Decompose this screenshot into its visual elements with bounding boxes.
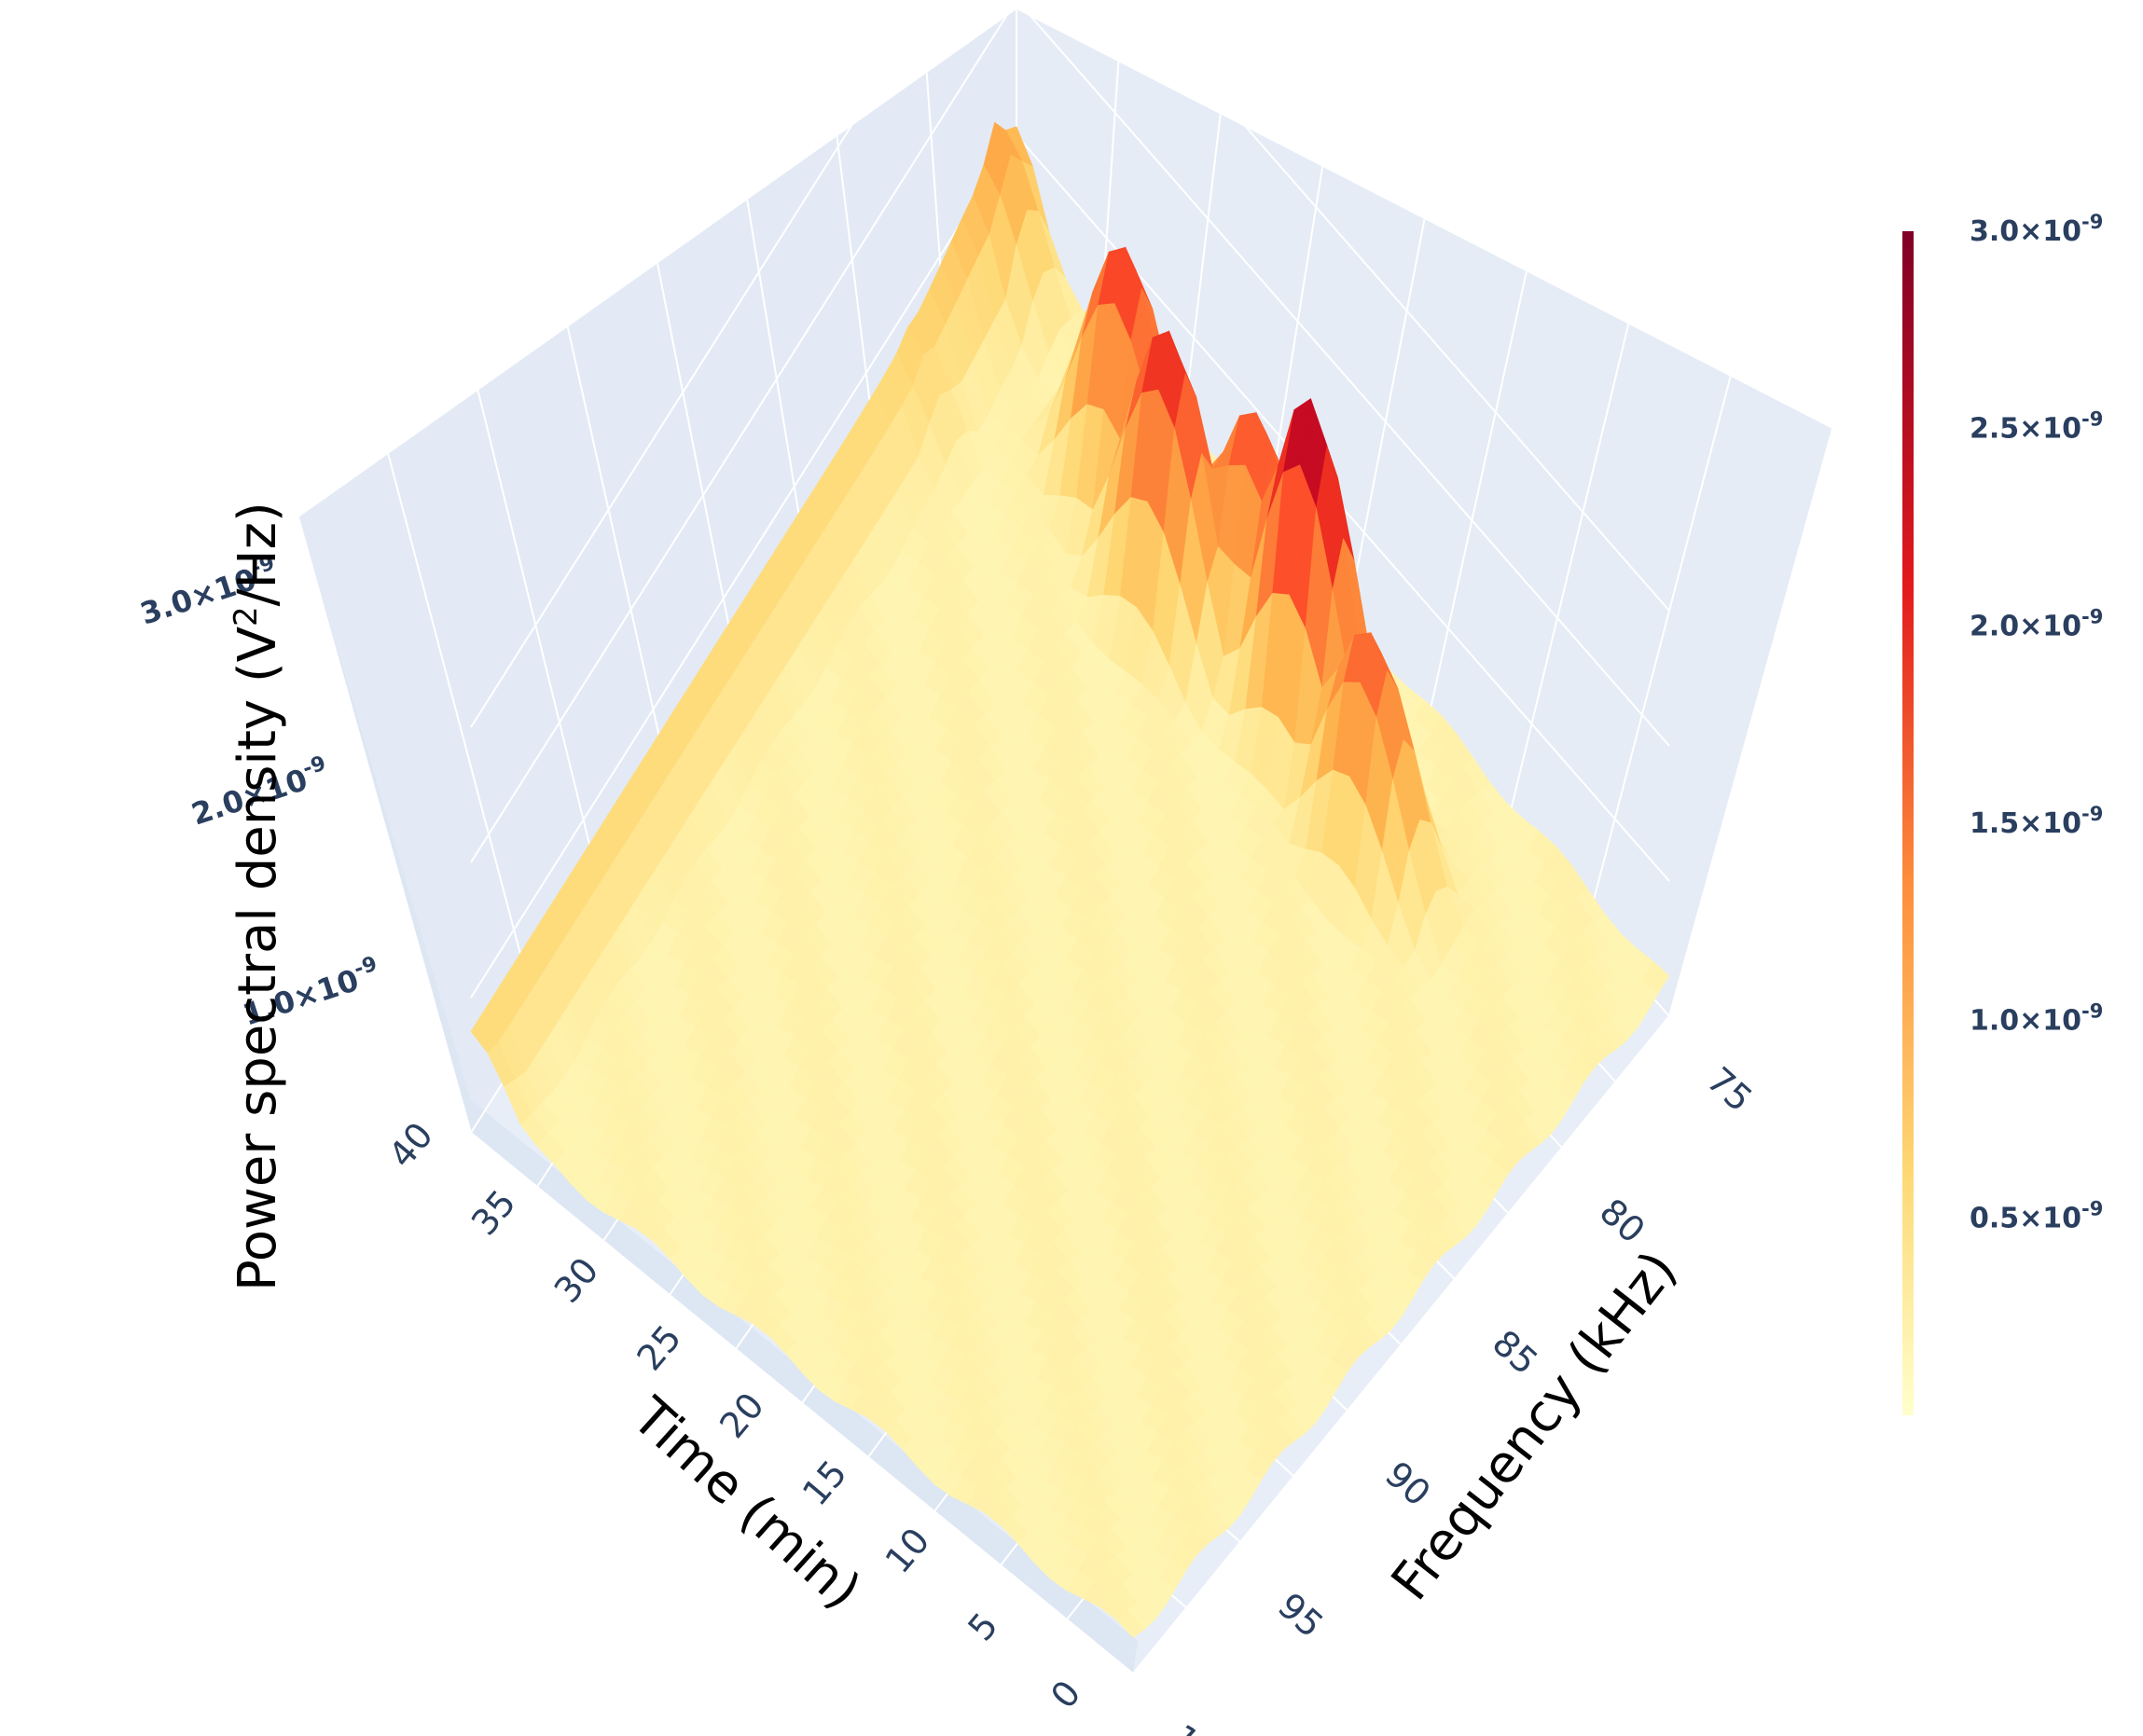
colorbar-tick-label: 0.5×10-9: [1970, 1197, 2103, 1234]
grid-line-wall: [1505, 324, 1630, 831]
time-tick-label: 0: [1043, 1673, 1088, 1716]
grid-line-psd: [1133, 0, 1670, 612]
psd-axis-title-main: Power spectral density (V: [228, 627, 288, 1291]
time-tick-label: 15: [795, 1453, 855, 1513]
front-left-wall: [298, 517, 1138, 1674]
psd-axis-title-end: /Hz): [228, 502, 288, 606]
grid-line-wall: [1586, 376, 1732, 924]
time-tick-label: 25: [629, 1317, 689, 1378]
grid-line-time: [1132, 1015, 1670, 1674]
grid-line-wall: [566, 326, 677, 810]
frequency-tick-label: 75: [1699, 1059, 1760, 1120]
psd-axis-title: Power spectral density (V2/Hz): [228, 502, 288, 1291]
time-tick-label: 40: [380, 1114, 441, 1175]
grid-line-psd: [470, 0, 1017, 863]
colorbar-tick-label: 2.0×10-9: [1970, 605, 2103, 642]
grid-line-psd: [1016, 0, 1670, 747]
frequency-tick-label: 100: [1163, 1716, 1240, 1736]
colorbar-tick-label: 2.5×10-9: [1970, 408, 2103, 446]
time-tick-label: 35: [463, 1182, 524, 1243]
grid-line-wall: [477, 390, 609, 917]
time-tick-label: 5: [960, 1605, 1005, 1648]
time-tick-label: 20: [712, 1385, 772, 1445]
colorbar-tick-label: 1.5×10-9: [1970, 803, 2103, 840]
colorbar-ticks: 3.0×10-9 2.5×10-9 2.0×10-9 1.5×10-9 1.0×10-9…: [1970, 211, 2103, 1234]
grid-line-wall: [1668, 428, 1833, 1017]
frequency-tick-label: 80: [1592, 1191, 1652, 1251]
psd-surface: [470, 121, 1670, 1638]
grid-line-wall: [297, 517, 472, 1134]
surface-patch: [1115, 1609, 1144, 1638]
grid-line-psd: [470, 134, 1017, 999]
colorbar-tick-label: 1.0×10-9: [1970, 1000, 2103, 1038]
time-tick-label: 30: [546, 1249, 607, 1310]
time-tick-label: 10: [878, 1520, 938, 1580]
colorbar-tick-label: 3.0×10-9: [1970, 211, 2103, 248]
psd-axis-title-sup: 2: [228, 606, 265, 627]
grid-line-psd: [470, 0, 933, 728]
grid-line-wall: [1423, 271, 1528, 737]
frequency-tick-label: 95: [1270, 1585, 1331, 1646]
colorbar: [1902, 231, 1914, 1415]
frequency-tick-label: 90: [1377, 1454, 1438, 1514]
